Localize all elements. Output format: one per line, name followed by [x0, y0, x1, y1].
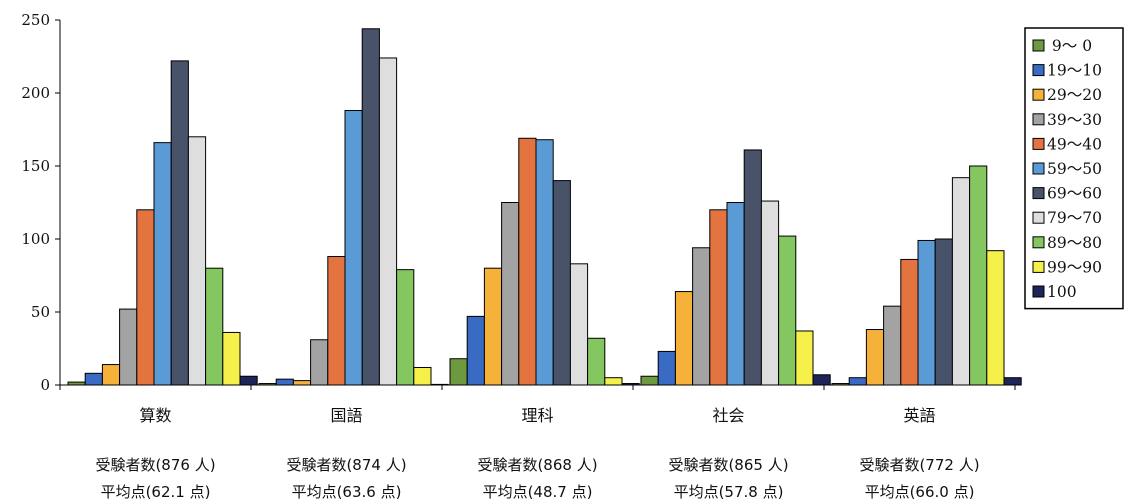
legend-label: 49～40 — [1047, 135, 1102, 153]
bar — [466, 315, 485, 386]
bar — [934, 238, 953, 386]
category-labels: 算数 国語 理科 社会 英語 — [139, 406, 935, 425]
examinee-count-label: 受験者数(868 人) — [477, 456, 597, 474]
bar — [153, 142, 172, 386]
bar — [136, 209, 155, 386]
bar — [222, 331, 241, 386]
bar — [292, 380, 312, 386]
bar — [709, 209, 728, 386]
bar — [726, 202, 745, 386]
bar — [795, 330, 814, 386]
y-tick-label: 100 — [21, 230, 50, 248]
y-tick-label: 50 — [31, 303, 50, 321]
bar — [674, 291, 694, 386]
legend-swatch — [1032, 137, 1045, 150]
bar — [883, 305, 902, 386]
bar — [275, 378, 294, 386]
legend-label: 19～10 — [1047, 62, 1102, 80]
examinee-count-label: 受験者数(865 人) — [668, 456, 788, 474]
examinee-count-label: 受験者数(772 人) — [859, 456, 979, 474]
bar — [848, 377, 867, 386]
x-category-label: 算数 — [139, 406, 171, 425]
legend-label: 29～20 — [1047, 86, 1102, 104]
bar — [986, 250, 1005, 386]
bar — [483, 267, 503, 386]
legend-swatch — [1032, 285, 1045, 298]
bar — [310, 339, 329, 386]
y-tick-label: 150 — [21, 157, 50, 175]
bar — [569, 263, 589, 386]
legend-label: 89～80 — [1047, 234, 1102, 252]
legend-label: 100 — [1047, 283, 1077, 301]
bar — [361, 28, 380, 386]
y-axis-ticks: 0 50 100 150 200 250 — [21, 11, 60, 394]
bar — [657, 350, 676, 386]
bar — [917, 239, 936, 386]
bar — [396, 269, 415, 386]
legend-swatch — [1032, 113, 1045, 126]
average-score-label: 平均点(62.1 点) — [101, 483, 211, 501]
legend-swatch — [1032, 88, 1045, 101]
bar — [552, 180, 571, 386]
legend-swatch — [1032, 64, 1045, 77]
bar — [378, 57, 398, 386]
examinee-count-label: 受験者数(876 人) — [95, 456, 215, 474]
bar — [812, 374, 831, 386]
bar — [84, 372, 103, 386]
legend-label: 69～60 — [1047, 185, 1102, 203]
bar — [101, 364, 121, 386]
bar — [535, 139, 554, 386]
average-score-label: 平均点(66.0 点) — [865, 483, 975, 501]
x-category-label: 理科 — [521, 406, 553, 425]
bar — [239, 375, 258, 386]
bar — [865, 329, 885, 386]
bar — [344, 110, 363, 386]
bar — [413, 366, 432, 386]
bar — [187, 136, 207, 386]
y-tick-label: 200 — [21, 84, 50, 102]
legend-swatch — [1032, 236, 1045, 249]
bar — [327, 256, 346, 386]
bar — [449, 358, 468, 386]
average-score-label: 平均点(48.7 点) — [483, 483, 593, 501]
bar — [951, 177, 971, 386]
bar — [518, 137, 537, 386]
average-score-label: 平均点(63.6 点) — [292, 483, 402, 501]
legend: 9～ 0 19～10 29～20 39～30 49～40 59～50 69～60 79～70 8… — [1024, 27, 1124, 310]
legend-label: 59～50 — [1047, 160, 1102, 178]
category-notes: 受験者数(876 人) 平均点(62.1 点) 受験者数(874 人) 平均点(63.… — [95, 456, 979, 501]
bar — [692, 247, 711, 386]
x-category-label: 国語 — [330, 406, 362, 425]
legend-label: 9～ 0 — [1047, 37, 1092, 55]
bar — [1003, 377, 1022, 386]
x-category-label: 社会 — [712, 406, 744, 425]
legend-swatch — [1032, 260, 1045, 273]
legend-label: 39～30 — [1047, 111, 1102, 129]
bar — [119, 308, 138, 386]
bar — [900, 258, 919, 386]
legend-swatch — [1032, 211, 1045, 224]
average-score-label: 平均点(57.8 点) — [674, 483, 784, 501]
legend-label: 99～90 — [1047, 258, 1102, 276]
y-tick-label: 0 — [40, 376, 50, 394]
bar — [640, 375, 659, 386]
x-category-label: 英語 — [903, 406, 935, 425]
legend-swatch — [1032, 187, 1045, 200]
bar — [604, 377, 623, 386]
examinee-count-label: 受験者数(874 人) — [286, 456, 406, 474]
bar — [501, 202, 520, 386]
bars — [59, 28, 1022, 390]
bar — [205, 267, 224, 386]
legend-swatch — [1032, 39, 1045, 52]
bar — [170, 60, 189, 386]
legend-label: 79～70 — [1047, 209, 1102, 227]
legend-swatch — [1032, 162, 1045, 175]
bar — [743, 149, 762, 386]
bar — [778, 235, 797, 386]
bar — [587, 337, 606, 386]
bar — [969, 165, 988, 386]
y-tick-label: 250 — [21, 11, 50, 29]
bar — [760, 200, 780, 386]
